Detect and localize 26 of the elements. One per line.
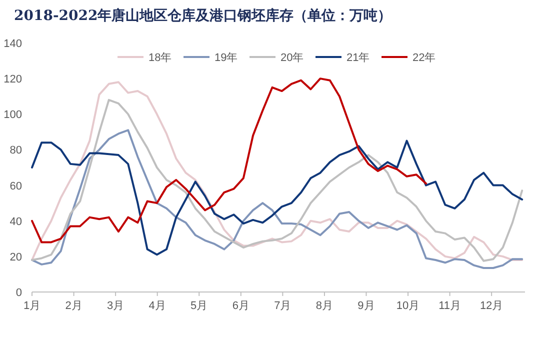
chart-title: 2018-2022年唐山地区仓库及港口钢坯库存（单位：万吨） [14,7,392,24]
x-tick-label: 4月 [148,300,166,312]
x-tick-label: 10月 [396,300,420,312]
y-tick-label: 80 [10,144,22,157]
y-tick-label: 120 [4,74,22,86]
x-tick-label: 11月 [438,300,462,312]
x-tick-label: 7月 [274,300,292,312]
legend-label: 19年 [214,52,238,64]
y-tick-label: 100 [4,109,22,122]
x-tick-label: 6月 [232,300,250,312]
x-tick-label: 2月 [65,300,82,312]
y-tick-label: 140 [4,38,22,50]
legend-label: 18年 [148,52,172,64]
x-tick-label: 3月 [106,300,124,312]
y-tick-label: 0 [16,287,22,299]
legend-label: 21年 [346,52,370,64]
x-tick-label: 12月 [480,300,504,312]
y-tick-label: 40 [10,216,22,228]
legend-label: 22年 [412,52,436,64]
x-tick-label: 1月 [23,300,41,312]
legend-label: 20年 [280,52,304,64]
y-tick-label: 60 [10,180,22,192]
x-tick-label: 5月 [190,300,208,312]
x-tick-label: 8月 [316,300,334,312]
y-tick-label: 20 [10,251,22,264]
x-tick-label: 9月 [358,300,375,312]
